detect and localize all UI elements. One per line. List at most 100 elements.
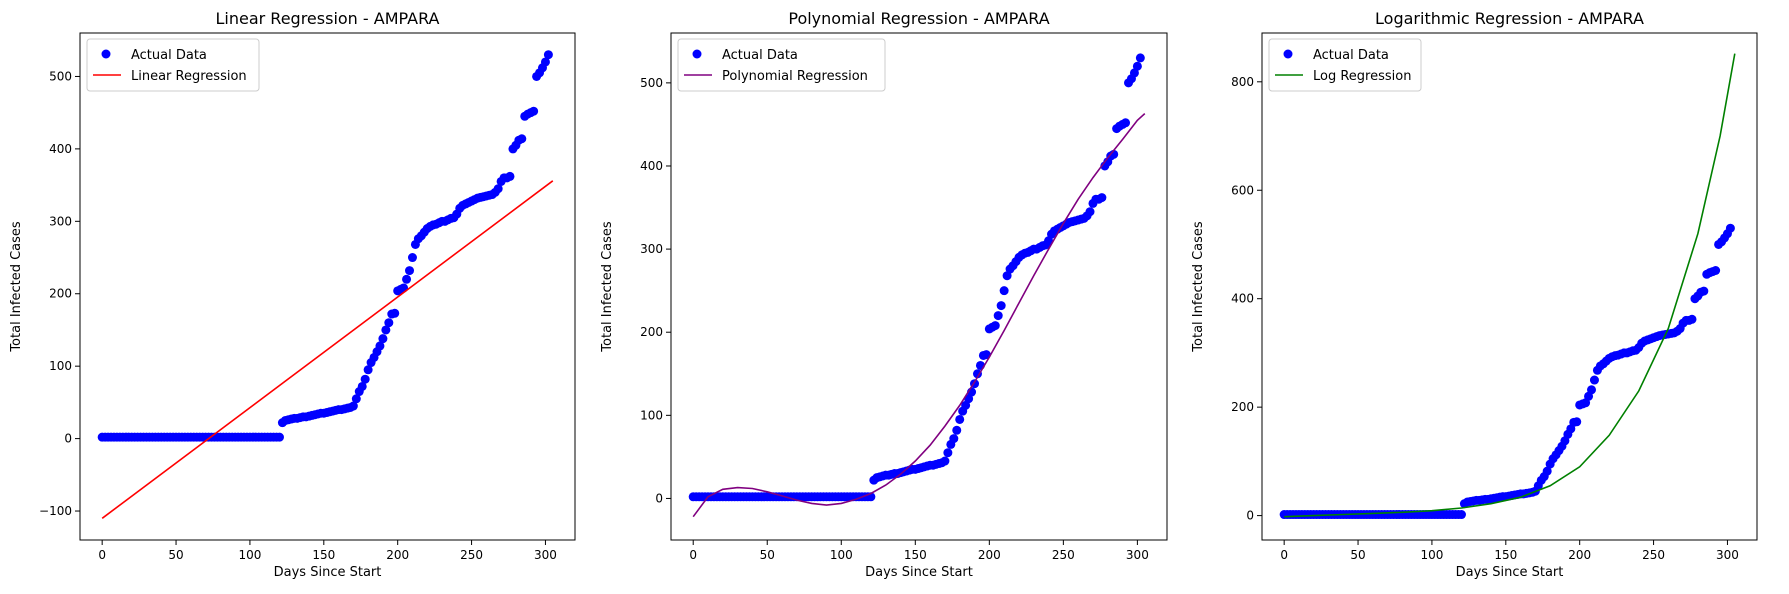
data-point: [407, 253, 417, 263]
y-tick-label: 200: [1231, 400, 1254, 414]
y-tick-label: 100: [49, 359, 72, 373]
x-tick-label: 100: [830, 548, 853, 562]
x-tick-label: 250: [1642, 548, 1665, 562]
y-tick-label: 0: [1246, 509, 1254, 523]
data-point: [390, 308, 400, 318]
legend-marker-actual: [101, 49, 111, 59]
data-point: [1132, 61, 1142, 71]
plot-frame: [1261, 32, 1758, 541]
data-point: [543, 50, 553, 60]
x-tick-label: 0: [98, 548, 106, 562]
legend-box: [86, 38, 260, 92]
data-point: [1730, 0, 1739, 5]
x-tick-label: 150: [1494, 548, 1517, 562]
y-tick-label: 500: [640, 76, 663, 90]
data-point: [972, 369, 982, 379]
x-tick-label: 250: [460, 548, 483, 562]
data-point: [529, 106, 539, 116]
data-point: [540, 57, 550, 67]
data-point: [384, 318, 394, 328]
x-tick-label: 200: [978, 548, 1001, 562]
legend: Actual Data Log Regression: [1268, 38, 1422, 92]
legend-box: [677, 38, 886, 92]
fit-line: [692, 113, 1146, 518]
data-point: [1699, 286, 1709, 296]
legend-label-fit: Polynomial Regression: [722, 69, 868, 84]
data-point: [378, 334, 388, 344]
y-tick-label: 400: [49, 142, 72, 156]
data-point: [943, 448, 953, 458]
data-point: [405, 266, 415, 276]
data-point: [348, 401, 358, 411]
data-point: [274, 432, 284, 442]
chart-title: Logarithmic Regression - AMPARA: [1375, 9, 1644, 28]
data-point: [547, 0, 556, 5]
y-tick-label: 400: [640, 159, 663, 173]
data-point: [1589, 375, 1599, 385]
chart-title: Linear Regression - AMPARA: [215, 9, 439, 28]
x-tick-label: 200: [386, 548, 409, 562]
data-point: [999, 286, 1009, 296]
x-tick-label: 0: [1280, 548, 1288, 562]
x-tick-label: 100: [1420, 548, 1443, 562]
data-point: [993, 311, 1003, 321]
legend: Actual Data Linear Regression: [86, 38, 260, 92]
data-point: [996, 301, 1006, 311]
data-point: [505, 171, 515, 181]
legend-marker-actual: [692, 49, 702, 59]
data-point: [1139, 0, 1148, 5]
x-tick-label: 50: [1350, 548, 1365, 562]
plot-data: [97, 0, 556, 519]
y-tick-label: 200: [49, 287, 72, 301]
y-tick-label: 800: [1231, 75, 1254, 89]
data-point: [1725, 223, 1735, 233]
data-point: [1097, 193, 1107, 203]
x-tick-label: 50: [168, 548, 183, 562]
plot-frame: [79, 32, 576, 541]
data-point: [1135, 53, 1145, 63]
plot-frame: [670, 32, 1168, 541]
fit-line: [101, 180, 554, 519]
y-axis-label: Total Infected Cases: [1191, 221, 1206, 353]
data-point: [1121, 118, 1131, 128]
data-point: [1711, 266, 1721, 276]
subplot-2: Polynomial Regression - AMPARA 0 50 100 150 2…: [600, 0, 1168, 580]
data-point: [1085, 207, 1095, 217]
y-tick-label: 300: [640, 242, 663, 256]
y-axis-label: Total Infected Cases: [9, 221, 24, 353]
data-point: [1140, 0, 1149, 5]
y-tick-label: 0: [655, 491, 663, 505]
data-point: [1729, 0, 1738, 5]
legend-label-actual: Actual Data: [722, 48, 798, 63]
data-point: [1572, 417, 1582, 427]
x-tick-label: 300: [1716, 548, 1739, 562]
x-tick-label: 50: [760, 548, 775, 562]
x-tick-label: 250: [1052, 548, 1075, 562]
y-tick-label: −100: [39, 504, 72, 518]
data-point: [949, 434, 959, 444]
x-tick-label: 100: [238, 548, 261, 562]
y-tick-label: 200: [640, 325, 663, 339]
x-tick-label: 300: [1126, 548, 1149, 562]
x-tick-label: 200: [1568, 548, 1591, 562]
data-point: [1587, 385, 1597, 395]
legend-box: [1268, 38, 1422, 92]
data-point: [360, 374, 370, 384]
y-tick-label: 600: [1231, 183, 1254, 197]
y-tick-label: 400: [1231, 292, 1254, 306]
legend-label-actual: Actual Data: [131, 48, 207, 63]
legend-label-actual: Actual Data: [1313, 48, 1389, 63]
plot-data: [688, 0, 1149, 518]
data-point: [375, 341, 385, 351]
data-point: [493, 184, 503, 194]
x-tick-label: 150: [312, 548, 335, 562]
data-point: [1456, 510, 1466, 520]
data-point: [351, 394, 361, 404]
plot-data: [1279, 0, 1739, 520]
y-tick-label: 100: [640, 408, 663, 422]
data-point: [990, 321, 1000, 331]
y-tick-label: 0: [64, 432, 72, 446]
data-point: [952, 425, 962, 435]
data-point: [1687, 314, 1697, 324]
